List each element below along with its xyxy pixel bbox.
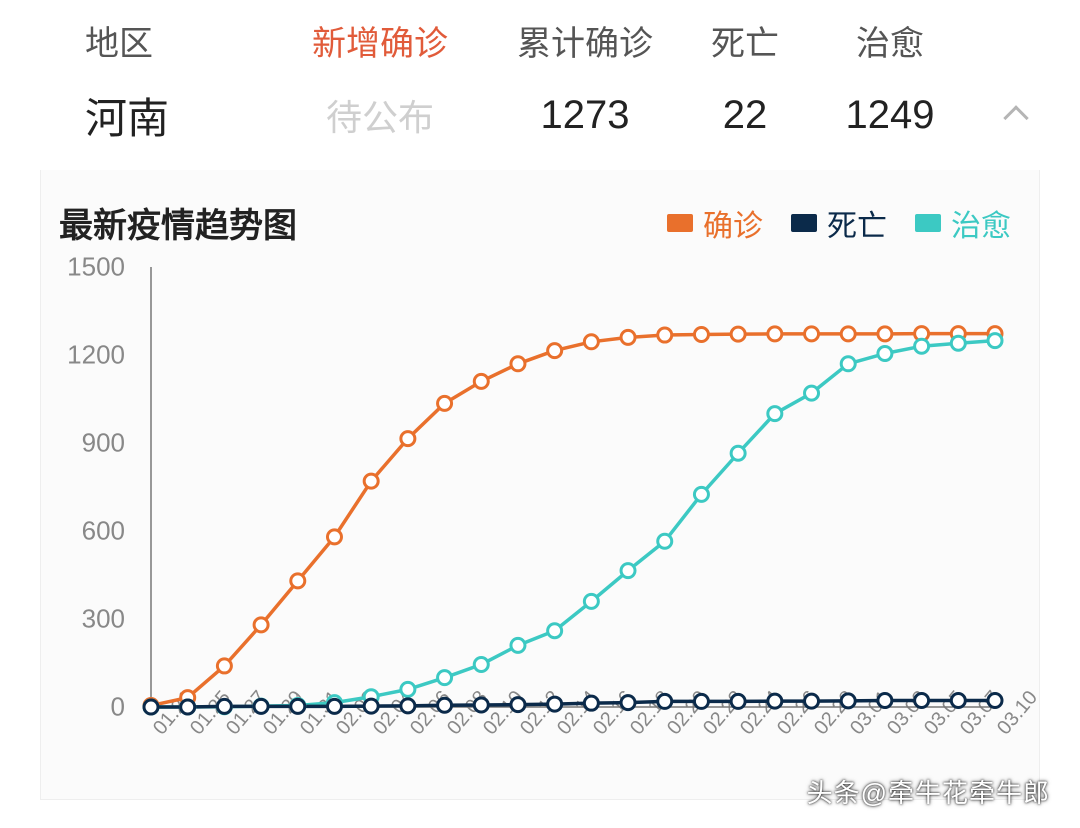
stats-table-header: 地区 新增确诊 累计确诊 死亡 治愈 [0,0,1080,70]
watermark-text: 头条@牵牛花牵牛郎 [807,773,1050,810]
marker-confirmed[interactable] [841,327,855,341]
cell-total-confirmed: 1273 [495,93,675,138]
marker-cured[interactable] [988,334,1002,348]
marker-confirmed[interactable] [474,374,488,388]
marker-deaths[interactable] [254,699,268,713]
marker-deaths[interactable] [731,694,745,708]
col-header-total-confirmed[interactable]: 累计确诊 [495,16,675,65]
cell-cured: 1249 [815,93,965,138]
marker-confirmed[interactable] [364,474,378,488]
marker-cured[interactable] [474,657,488,671]
marker-confirmed[interactable] [291,574,305,588]
marker-cured[interactable] [548,624,562,638]
marker-deaths[interactable] [584,696,598,710]
chart-plot-area: 03006009001200150001.2101.2501.2701.2901… [65,257,1005,777]
legend-item-cured[interactable]: 治愈 [915,201,1011,245]
marker-confirmed[interactable] [438,396,452,410]
marker-deaths[interactable] [878,694,892,708]
marker-deaths[interactable] [217,699,231,713]
marker-deaths[interactable] [805,694,819,708]
marker-deaths[interactable] [474,698,488,712]
legend-swatch-icon [791,214,817,232]
marker-confirmed[interactable] [768,327,782,341]
col-header-new-confirmed[interactable]: 新增确诊 [265,16,495,65]
stats-table-row[interactable]: 河南 待公布 1273 22 1249 [0,70,1080,160]
series-line-deaths [151,701,995,707]
legend-swatch-icon [667,214,693,232]
marker-deaths[interactable] [181,700,195,714]
marker-deaths[interactable] [291,699,305,713]
marker-deaths[interactable] [401,699,415,713]
col-header-cured[interactable]: 治愈 [815,16,965,65]
marker-deaths[interactable] [768,694,782,708]
marker-cured[interactable] [621,564,635,578]
trend-chart-panel: 最新疫情趋势图 确诊 死亡 治愈 03006009001200150001.2101… [40,170,1040,800]
marker-confirmed[interactable] [694,327,708,341]
marker-cured[interactable] [841,357,855,371]
marker-confirmed[interactable] [548,344,562,358]
marker-cured[interactable] [805,386,819,400]
marker-deaths[interactable] [621,696,635,710]
marker-deaths[interactable] [658,694,672,708]
marker-cured[interactable] [511,638,525,652]
legend-item-confirmed[interactable]: 确诊 [667,201,763,245]
marker-deaths[interactable] [364,699,378,713]
chart-legend: 确诊 死亡 治愈 [667,201,1011,245]
marker-deaths[interactable] [915,694,929,708]
marker-cured[interactable] [658,534,672,548]
cell-region: 河南 [85,85,265,146]
series-line-confirmed [151,334,995,706]
marker-cured[interactable] [438,671,452,685]
marker-deaths[interactable] [988,694,1002,708]
marker-deaths[interactable] [951,694,965,708]
marker-cured[interactable] [584,594,598,608]
marker-cured[interactable] [878,347,892,361]
marker-confirmed[interactable] [401,432,415,446]
collapse-toggle[interactable] [965,99,1025,132]
marker-deaths[interactable] [327,699,341,713]
marker-deaths[interactable] [438,698,452,712]
col-header-region: 地区 [85,16,265,65]
marker-cured[interactable] [768,407,782,421]
marker-deaths[interactable] [144,700,158,714]
marker-cured[interactable] [694,487,708,501]
marker-confirmed[interactable] [254,618,268,632]
marker-confirmed[interactable] [584,335,598,349]
marker-cured[interactable] [915,339,929,353]
legend-label: 死亡 [827,201,887,245]
marker-deaths[interactable] [548,697,562,711]
marker-confirmed[interactable] [511,357,525,371]
marker-cured[interactable] [401,682,415,696]
legend-item-deaths[interactable]: 死亡 [791,201,887,245]
legend-label: 治愈 [951,201,1011,245]
marker-cured[interactable] [951,336,965,350]
marker-confirmed[interactable] [805,327,819,341]
marker-confirmed[interactable] [621,330,635,344]
cell-deaths: 22 [675,93,815,138]
marker-deaths[interactable] [511,698,525,712]
marker-confirmed[interactable] [731,327,745,341]
col-header-deaths[interactable]: 死亡 [675,16,815,65]
legend-label: 确诊 [703,201,763,245]
cell-new-confirmed: 待公布 [265,89,495,141]
chevron-up-icon [1003,105,1028,130]
marker-confirmed[interactable] [327,530,341,544]
series-line-cured [151,341,995,707]
marker-confirmed[interactable] [878,327,892,341]
marker-confirmed[interactable] [658,328,672,342]
chart-title: 最新疫情趋势图 [59,198,297,247]
chart-svg [65,257,1005,777]
marker-confirmed[interactable] [217,659,231,673]
marker-cured[interactable] [731,446,745,460]
legend-swatch-icon [915,214,941,232]
marker-deaths[interactable] [694,694,708,708]
marker-deaths[interactable] [841,694,855,708]
